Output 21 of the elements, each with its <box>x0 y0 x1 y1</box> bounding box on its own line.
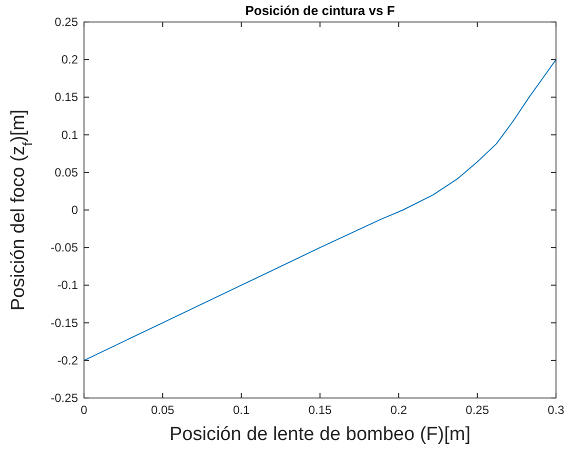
y-tick-label: 0.25 <box>54 15 78 29</box>
y-tick-label: -0.15 <box>50 316 78 330</box>
x-tick-label: 0.2 <box>390 403 408 417</box>
chart-title: Posición de cintura vs F <box>245 3 395 18</box>
x-tick-label: 0.15 <box>308 403 332 417</box>
x-tick-label: 0 <box>80 403 88 417</box>
y-tick-label: -0.1 <box>57 278 78 292</box>
line-series <box>84 59 556 361</box>
x-tick-label: 0.05 <box>150 403 175 417</box>
y-tick-label: 0.05 <box>54 165 78 180</box>
y-tick-label: 0 <box>71 203 78 217</box>
x-tick-label: 0.25 <box>466 403 490 417</box>
y-tick-label: -0.05 <box>50 240 78 255</box>
x-tick-label: 0.1 <box>232 403 250 417</box>
x-tick-label: 0.3 <box>548 403 565 417</box>
y-tick-label: -0.25 <box>50 391 78 405</box>
y-tick-label: 0.15 <box>54 90 78 104</box>
y-tick-label: -0.2 <box>57 353 78 368</box>
x-axis-title: Posición de lente de bombeo (F)[m] <box>170 424 470 445</box>
y-tick-label: 0.2 <box>61 52 78 67</box>
y-tick-label: 0.1 <box>61 128 78 142</box>
